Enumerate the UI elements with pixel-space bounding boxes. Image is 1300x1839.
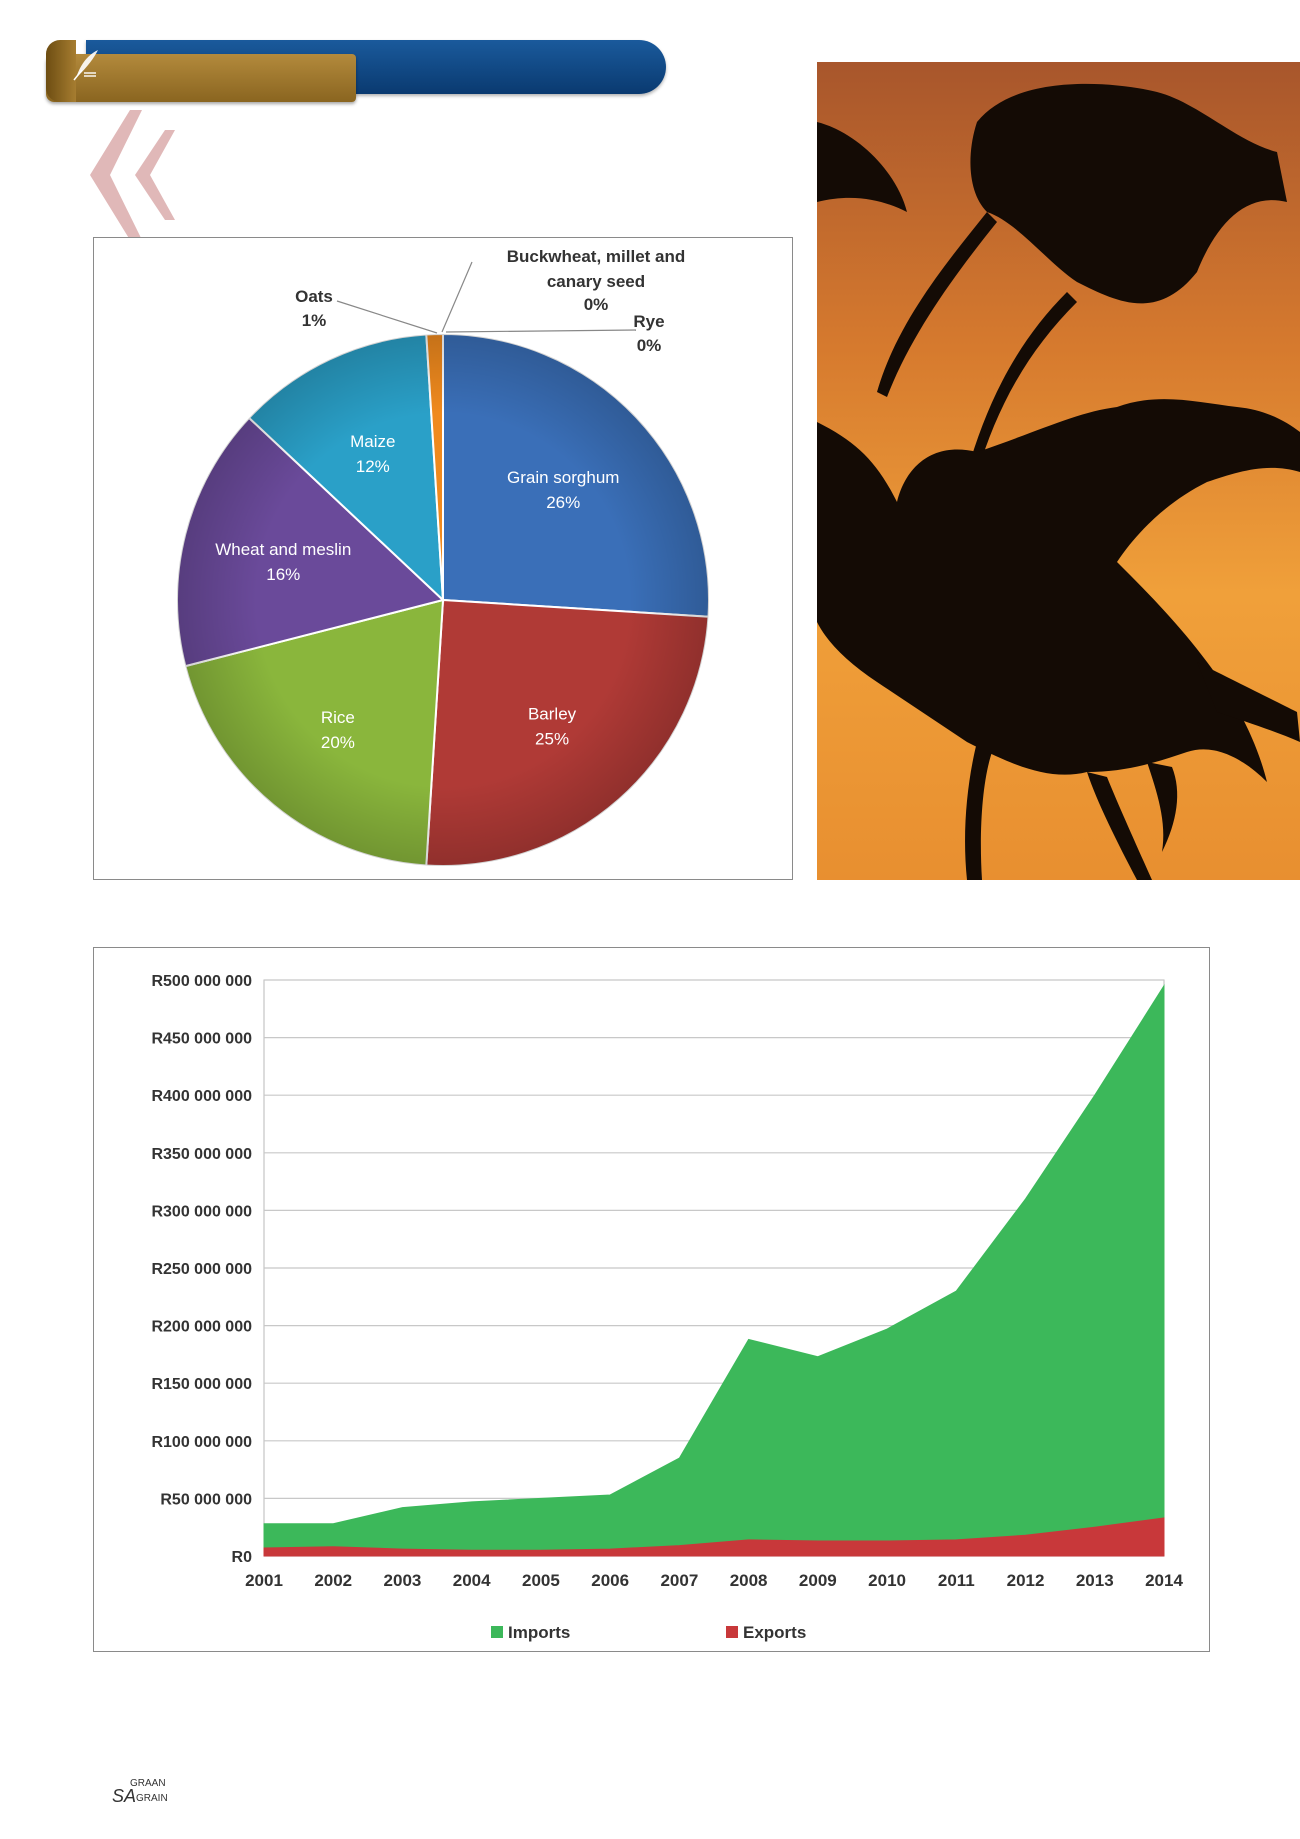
- rye-callout-pct: 0%: [637, 336, 662, 355]
- x-tick-label: 2014: [1145, 1571, 1183, 1590]
- y-tick-label: R50 000 000: [160, 1491, 252, 1508]
- x-tick-label: 2006: [591, 1571, 629, 1590]
- x-tick-label: 2001: [245, 1571, 283, 1590]
- pie-label-rice: Rice: [321, 708, 355, 727]
- pie-label-grain-sorghum: Grain sorghum: [507, 468, 619, 487]
- x-tick-label: 2012: [1007, 1571, 1045, 1590]
- logo-grain-text: GRAIN: [136, 1793, 168, 1804]
- oats-callout-pct: 1%: [302, 311, 327, 330]
- pie-pct-barley: 25%: [535, 730, 569, 749]
- wheat-feather-icon: [73, 50, 98, 81]
- sunflower-silhouette-photo: [817, 62, 1300, 880]
- logo-sa-text: SA: [112, 1786, 136, 1806]
- pie-label-barley: Barley: [528, 705, 577, 724]
- y-tick-label: R150 000 000: [151, 1376, 252, 1393]
- legend-swatch-exports: [726, 1626, 738, 1638]
- y-tick-label: R0: [232, 1549, 253, 1566]
- buckwheat-callout-label-2: canary seed: [547, 272, 645, 291]
- y-tick-label: R350 000 000: [151, 1146, 252, 1163]
- header-gold-curl: [46, 40, 76, 102]
- buckwheat-callout-label-1: Buckwheat, millet and: [507, 247, 686, 266]
- legend-swatch-imports: [491, 1626, 503, 1638]
- y-tick-label: R400 000 000: [151, 1088, 252, 1105]
- pie-pct-wheat-and-meslin: 16%: [266, 565, 300, 584]
- pie-chart: Grain sorghum 26% Barley 25% Rice 20% Wheat an…: [176, 247, 710, 867]
- x-tick-label: 2007: [660, 1571, 698, 1590]
- x-tick-label: 2013: [1076, 1571, 1114, 1590]
- sa-graan-grain-logo: GRAAN SA GRAIN: [112, 1775, 182, 1807]
- pie-label-wheat-and-meslin: Wheat and meslin: [215, 540, 351, 559]
- x-tick-label: 2008: [730, 1571, 768, 1590]
- chevron-left-double-icon: [90, 110, 175, 240]
- x-tick-label: 2004: [453, 1571, 491, 1590]
- y-tick-label: R300 000 000: [151, 1203, 252, 1220]
- y-tick-label: R450 000 000: [151, 1031, 252, 1048]
- logo-graan-text: GRAAN: [130, 1778, 166, 1789]
- area-chart: R0 R50 000 000 R100 000 000 R150 000 000 R20…: [151, 973, 1183, 1642]
- legend-label-exports: Exports: [743, 1623, 806, 1642]
- x-tick-label: 2009: [799, 1571, 837, 1590]
- x-tick-label: 2003: [384, 1571, 422, 1590]
- x-tick-label: 2011: [938, 1571, 975, 1590]
- header-gold-tab: [46, 54, 356, 102]
- rye-callout-label: Rye: [633, 312, 664, 331]
- pie-label-maize: Maize: [350, 432, 395, 451]
- area-chart-panel: R0 R50 000 000 R100 000 000 R150 000 000 R20…: [93, 947, 1210, 1652]
- header-banner: [46, 40, 666, 102]
- y-tick-label: R500 000 000: [151, 973, 252, 990]
- x-tick-label: 2002: [314, 1571, 352, 1590]
- x-tick-label: 2005: [522, 1571, 560, 1590]
- pie-pct-grain-sorghum: 26%: [546, 493, 580, 512]
- area-series-imports: [263, 984, 1165, 1557]
- pie-pct-rice: 20%: [321, 733, 355, 752]
- y-tick-label: R200 000 000: [151, 1319, 252, 1336]
- legend-label-imports: Imports: [508, 1623, 570, 1642]
- pie-chart-panel: Grain sorghum 26% Barley 25% Rice 20% Wheat an…: [93, 237, 793, 880]
- y-tick-label: R250 000 000: [151, 1261, 252, 1278]
- area-series-exports: [263, 1517, 1165, 1557]
- pie-pct-maize: 12%: [356, 457, 390, 476]
- oats-callout-label: Oats: [295, 287, 333, 306]
- y-tick-label: R100 000 000: [151, 1434, 252, 1451]
- x-tick-label: 2010: [868, 1571, 906, 1590]
- buckwheat-callout-pct: 0%: [584, 295, 609, 314]
